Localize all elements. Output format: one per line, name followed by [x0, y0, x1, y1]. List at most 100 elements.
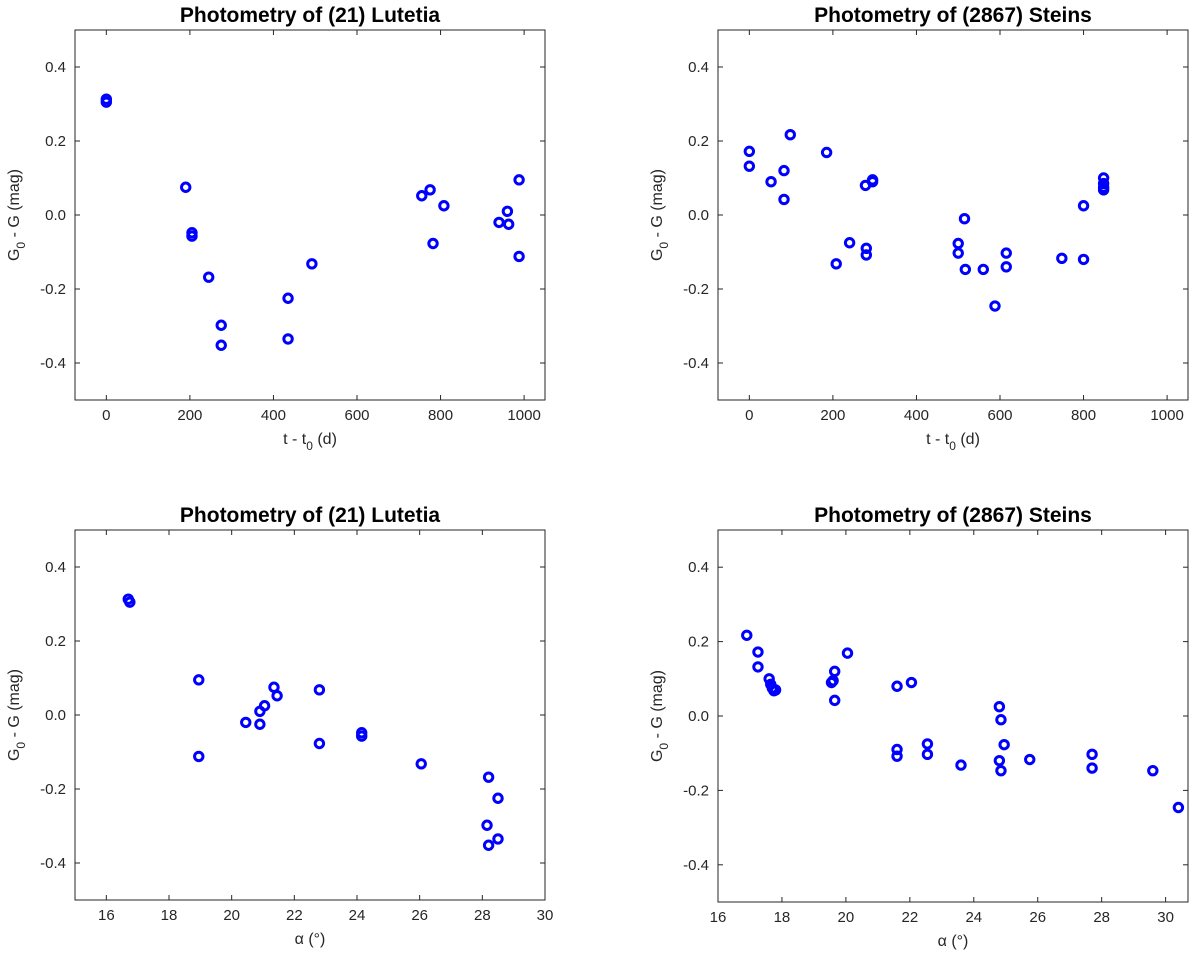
data-point [921, 748, 934, 761]
plot-area [74, 29, 546, 401]
data-points [100, 93, 525, 351]
data-point [501, 205, 514, 218]
panel-title: Photometry of (2867) Steins [814, 4, 1092, 27]
y-tick-label: 0.2 [45, 633, 66, 650]
data-point [215, 319, 227, 331]
x-tick-label: 18 [161, 907, 178, 924]
data-point [891, 680, 903, 692]
x-tick-label: 0 [102, 407, 110, 424]
x-tick-label: 24 [349, 907, 366, 924]
x-tick-label: 800 [428, 407, 453, 424]
x-tick-label: 400 [261, 407, 286, 424]
data-points [122, 593, 504, 851]
data-point [995, 714, 1007, 726]
data-point [482, 771, 495, 783]
panel-title: Photometry of (2867) Steins [814, 504, 1092, 527]
data-point [989, 300, 1001, 312]
data-point [313, 684, 326, 696]
data-point [258, 700, 271, 712]
data-point [769, 684, 782, 696]
y-tick-label: 0.4 [45, 59, 66, 76]
y-axis: -0.4 -0.2 0.0 0.2 0.4 [683, 59, 1188, 372]
y-axis-label: G0 - G (mag) [649, 670, 671, 762]
data-point [866, 174, 879, 186]
data-point [820, 146, 833, 159]
x-tick-label: 22 [901, 909, 918, 926]
data-point [829, 694, 841, 707]
data-point [743, 160, 756, 172]
x-tick-label: 400 [904, 407, 929, 424]
x-tick-label: 0 [745, 407, 753, 424]
panel-steins-time: Photometry of (2867) Steins -0.4 -0.2 0.0 0… [649, 4, 1189, 453]
plot-area [74, 529, 546, 901]
data-point [215, 339, 227, 351]
data-point [424, 184, 436, 196]
x-axis-label: α (°) [295, 931, 326, 948]
panel-title: Photometry of (21) Lutetia [180, 504, 441, 527]
x-tick-label: 30 [1157, 909, 1174, 926]
data-point [891, 750, 903, 762]
plot-area [717, 29, 1189, 401]
data-points [743, 129, 1110, 312]
x-axis: 0 200 400 600 800 1000 [745, 30, 1184, 424]
x-axis-label: t - t0 (d) [926, 431, 980, 453]
data-point [891, 743, 903, 756]
y-axis-label: G0 - G (mag) [6, 169, 28, 261]
y-tick-label: -0.2 [683, 782, 709, 799]
data-point [765, 176, 777, 188]
panel-title: Photometry of (21) Lutetia [180, 4, 441, 27]
data-point [502, 218, 515, 230]
x-tick-label: 800 [1071, 407, 1096, 424]
data-point [492, 792, 504, 804]
y-tick-label: 0.2 [688, 133, 709, 150]
data-point [993, 701, 1006, 713]
panel-lutetia-time: Photometry of (21) Lutetia -0.4 -0.2 0.0 0.… [6, 4, 546, 453]
y-tick-label: -0.4 [683, 355, 709, 372]
y-tick-label: 0.2 [688, 634, 709, 651]
y-tick-label: 0.0 [688, 207, 709, 224]
data-point [763, 673, 775, 685]
data-point [741, 629, 753, 641]
y-axis: -0.4 -0.2 0.0 0.2 0.4 [40, 559, 545, 872]
y-axis: -0.4 -0.2 0.0 0.2 0.4 [40, 59, 545, 372]
x-tick-label: 1000 [507, 407, 540, 424]
data-point [240, 716, 252, 729]
data-point [905, 676, 918, 689]
data-point [993, 754, 1006, 767]
data-point [843, 237, 856, 249]
data-point [995, 764, 1007, 777]
data-point [513, 174, 525, 186]
x-tick-label: 16 [98, 907, 115, 924]
y-axis-label: G0 - G (mag) [6, 669, 28, 761]
x-tick-label: 26 [411, 907, 428, 924]
data-point [193, 674, 205, 686]
x-tick-label: 200 [177, 407, 202, 424]
data-point [830, 258, 842, 270]
x-tick-label: 20 [838, 909, 855, 926]
x-axis-label: α (°) [938, 933, 969, 950]
data-point [778, 193, 790, 206]
data-point [743, 145, 756, 158]
data-point [1077, 253, 1090, 266]
data-point [860, 242, 873, 255]
x-tick-label: 30 [537, 907, 554, 924]
data-point [1000, 261, 1012, 273]
data-point [202, 271, 215, 283]
data-point [254, 718, 266, 730]
data-point [955, 759, 967, 771]
data-point [1000, 247, 1012, 259]
x-tick-label: 20 [223, 907, 240, 924]
x-axis: 16 18 20 22 24 26 28 30 [710, 530, 1174, 926]
data-point [921, 738, 934, 750]
x-tick-label: 16 [710, 909, 727, 926]
y-tick-label: 0.0 [45, 707, 66, 724]
data-point [1077, 200, 1090, 212]
data-point [1097, 184, 1110, 196]
data-points [741, 629, 1185, 814]
panel-lutetia-phase: Photometry of (21) Lutetia -0.4 -0.2 0.0 0.… [6, 504, 553, 948]
data-point [778, 164, 790, 177]
y-tick-label: 0.2 [45, 133, 66, 150]
data-point [959, 263, 972, 276]
data-point [752, 646, 764, 658]
